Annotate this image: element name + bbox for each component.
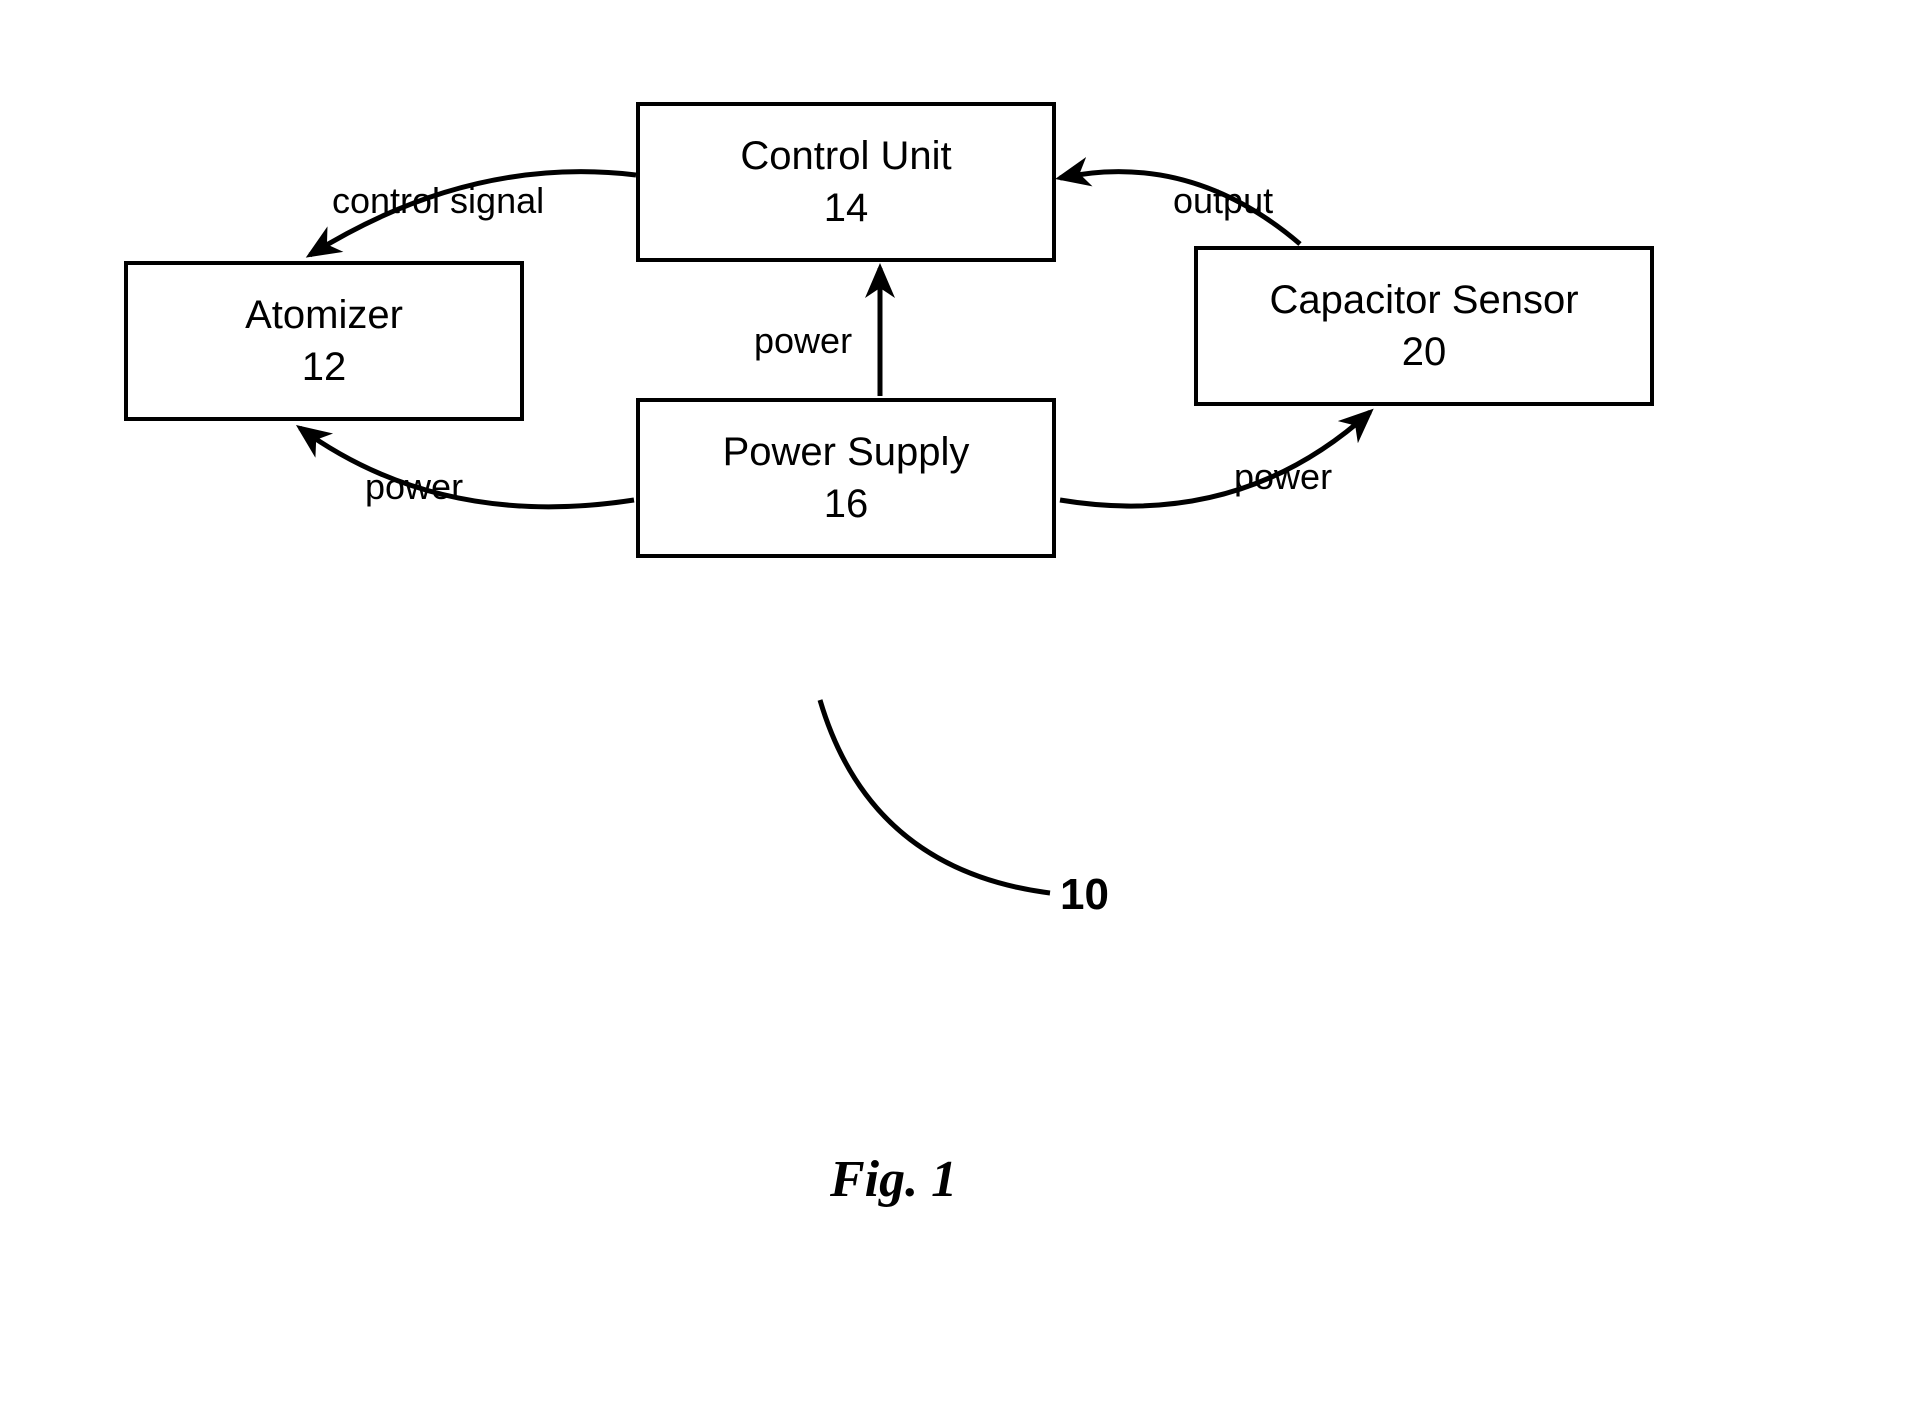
block-diagram: Atomizer 12 Control Unit 14 Power Supply… (0, 0, 1914, 1419)
node-capacitor-sensor: Capacitor Sensor 20 (1194, 246, 1654, 406)
node-sensor-num: 20 (1402, 326, 1447, 378)
node-power-num: 16 (824, 478, 869, 530)
node-atomizer-num: 12 (302, 341, 347, 393)
edge-label-power-left: power (365, 466, 463, 508)
arrow-power-to-atomizer (300, 428, 634, 507)
node-power-supply: Power Supply 16 (636, 398, 1056, 558)
edge-label-output: output (1173, 180, 1273, 222)
node-power-title: Power Supply (723, 426, 970, 478)
node-atomizer: Atomizer 12 (124, 261, 524, 421)
leader-reference-10 (820, 700, 1050, 893)
edge-label-power-right: power (1234, 456, 1332, 498)
node-atomizer-title: Atomizer (245, 289, 403, 341)
node-sensor-title: Capacitor Sensor (1269, 274, 1578, 326)
node-control-unit: Control Unit 14 (636, 102, 1056, 262)
node-control-num: 14 (824, 182, 869, 234)
node-control-title: Control Unit (740, 130, 951, 182)
figure-caption: Fig. 1 (830, 1150, 957, 1209)
edge-label-control-signal: control signal (332, 180, 544, 222)
reference-number: 10 (1060, 870, 1109, 920)
edge-label-power-up: power (754, 320, 852, 362)
